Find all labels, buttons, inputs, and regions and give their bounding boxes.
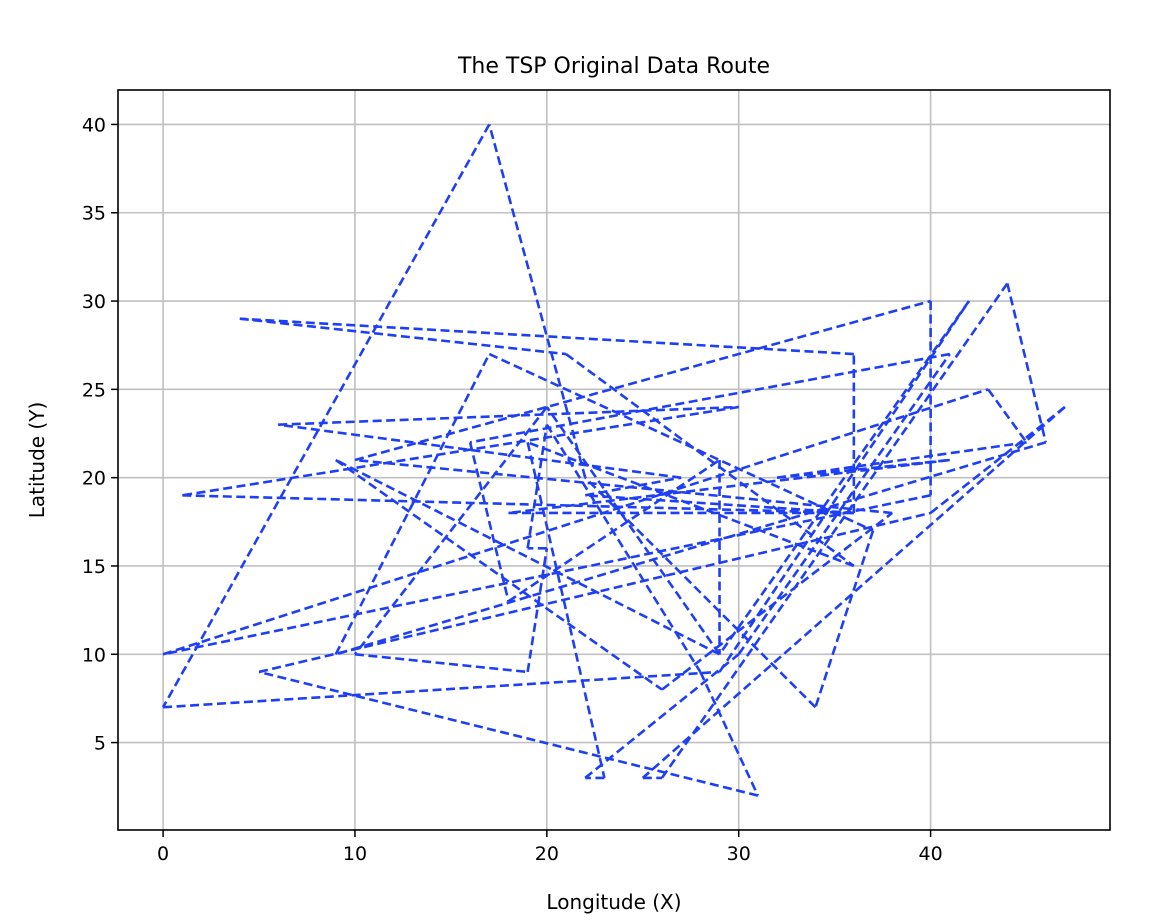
route-segment (929, 405, 1066, 515)
route-segment (776, 458, 950, 479)
route-segment (776, 441, 1027, 479)
route-segment (699, 671, 760, 797)
route-segment (278, 405, 739, 426)
route-segment (182, 494, 854, 515)
y-tick-label: 40 (82, 114, 106, 136)
route-segment (987, 388, 1028, 444)
x-axis-label: Longitude (X) (546, 890, 681, 914)
route-segment (354, 299, 931, 462)
route-segment (1006, 283, 1047, 443)
route-segment (585, 494, 854, 515)
route-segment (162, 388, 989, 656)
route-segment (814, 530, 875, 708)
route-segment (468, 442, 510, 602)
route-segment (488, 352, 874, 532)
route-segment (335, 458, 663, 691)
route-segment (162, 494, 931, 656)
route-segment (584, 476, 682, 497)
y-tick-label: 30 (82, 291, 106, 313)
y-tick-label: 20 (82, 468, 106, 490)
x-tick-label: 40 (919, 843, 943, 865)
route-segment (526, 442, 606, 779)
plot-frame (117, 89, 1111, 831)
route-path (161, 123, 1066, 797)
y-tick-label: 5 (94, 733, 106, 755)
y-axis-label: Latitude (Y) (25, 402, 49, 519)
y-tick-label: 25 (82, 379, 106, 401)
x-tick-label: 10 (343, 843, 367, 865)
route-segment (526, 424, 549, 549)
route-segment (718, 300, 971, 656)
chart-title: The TSP Original Data Route (457, 54, 770, 79)
y-tick-label: 10 (82, 644, 106, 666)
x-tick-label: 30 (727, 843, 751, 865)
x-tick-label: 0 (157, 843, 169, 865)
route-segment (278, 423, 682, 479)
route-segment (258, 670, 759, 797)
route-segment (354, 652, 528, 674)
route-segment (545, 406, 721, 656)
route-segment (354, 458, 893, 515)
route-segment (353, 406, 548, 656)
route-segment (545, 423, 702, 673)
y-tick-label: 15 (82, 556, 106, 578)
x-tick-label: 20 (535, 843, 559, 865)
route-segment (335, 441, 1047, 656)
route-segment (335, 458, 721, 656)
route-segment (526, 548, 549, 673)
route-segment (334, 353, 491, 655)
route-segment (565, 352, 855, 568)
route-segment (718, 300, 971, 673)
y-tick-label: 35 (82, 203, 106, 225)
route-segment (239, 317, 854, 356)
route-segment (239, 317, 567, 356)
route-segment (508, 458, 950, 515)
route-segment (660, 282, 1009, 779)
route-segment (584, 653, 740, 779)
route-segment (161, 123, 491, 708)
route-segment (584, 476, 817, 709)
route-segment (488, 124, 587, 479)
route-segment (163, 670, 720, 709)
route-segment (661, 511, 894, 691)
axis-ticks: 0 10 20 30 40 5 10 15 20 25 30 35 40 (82, 114, 943, 865)
